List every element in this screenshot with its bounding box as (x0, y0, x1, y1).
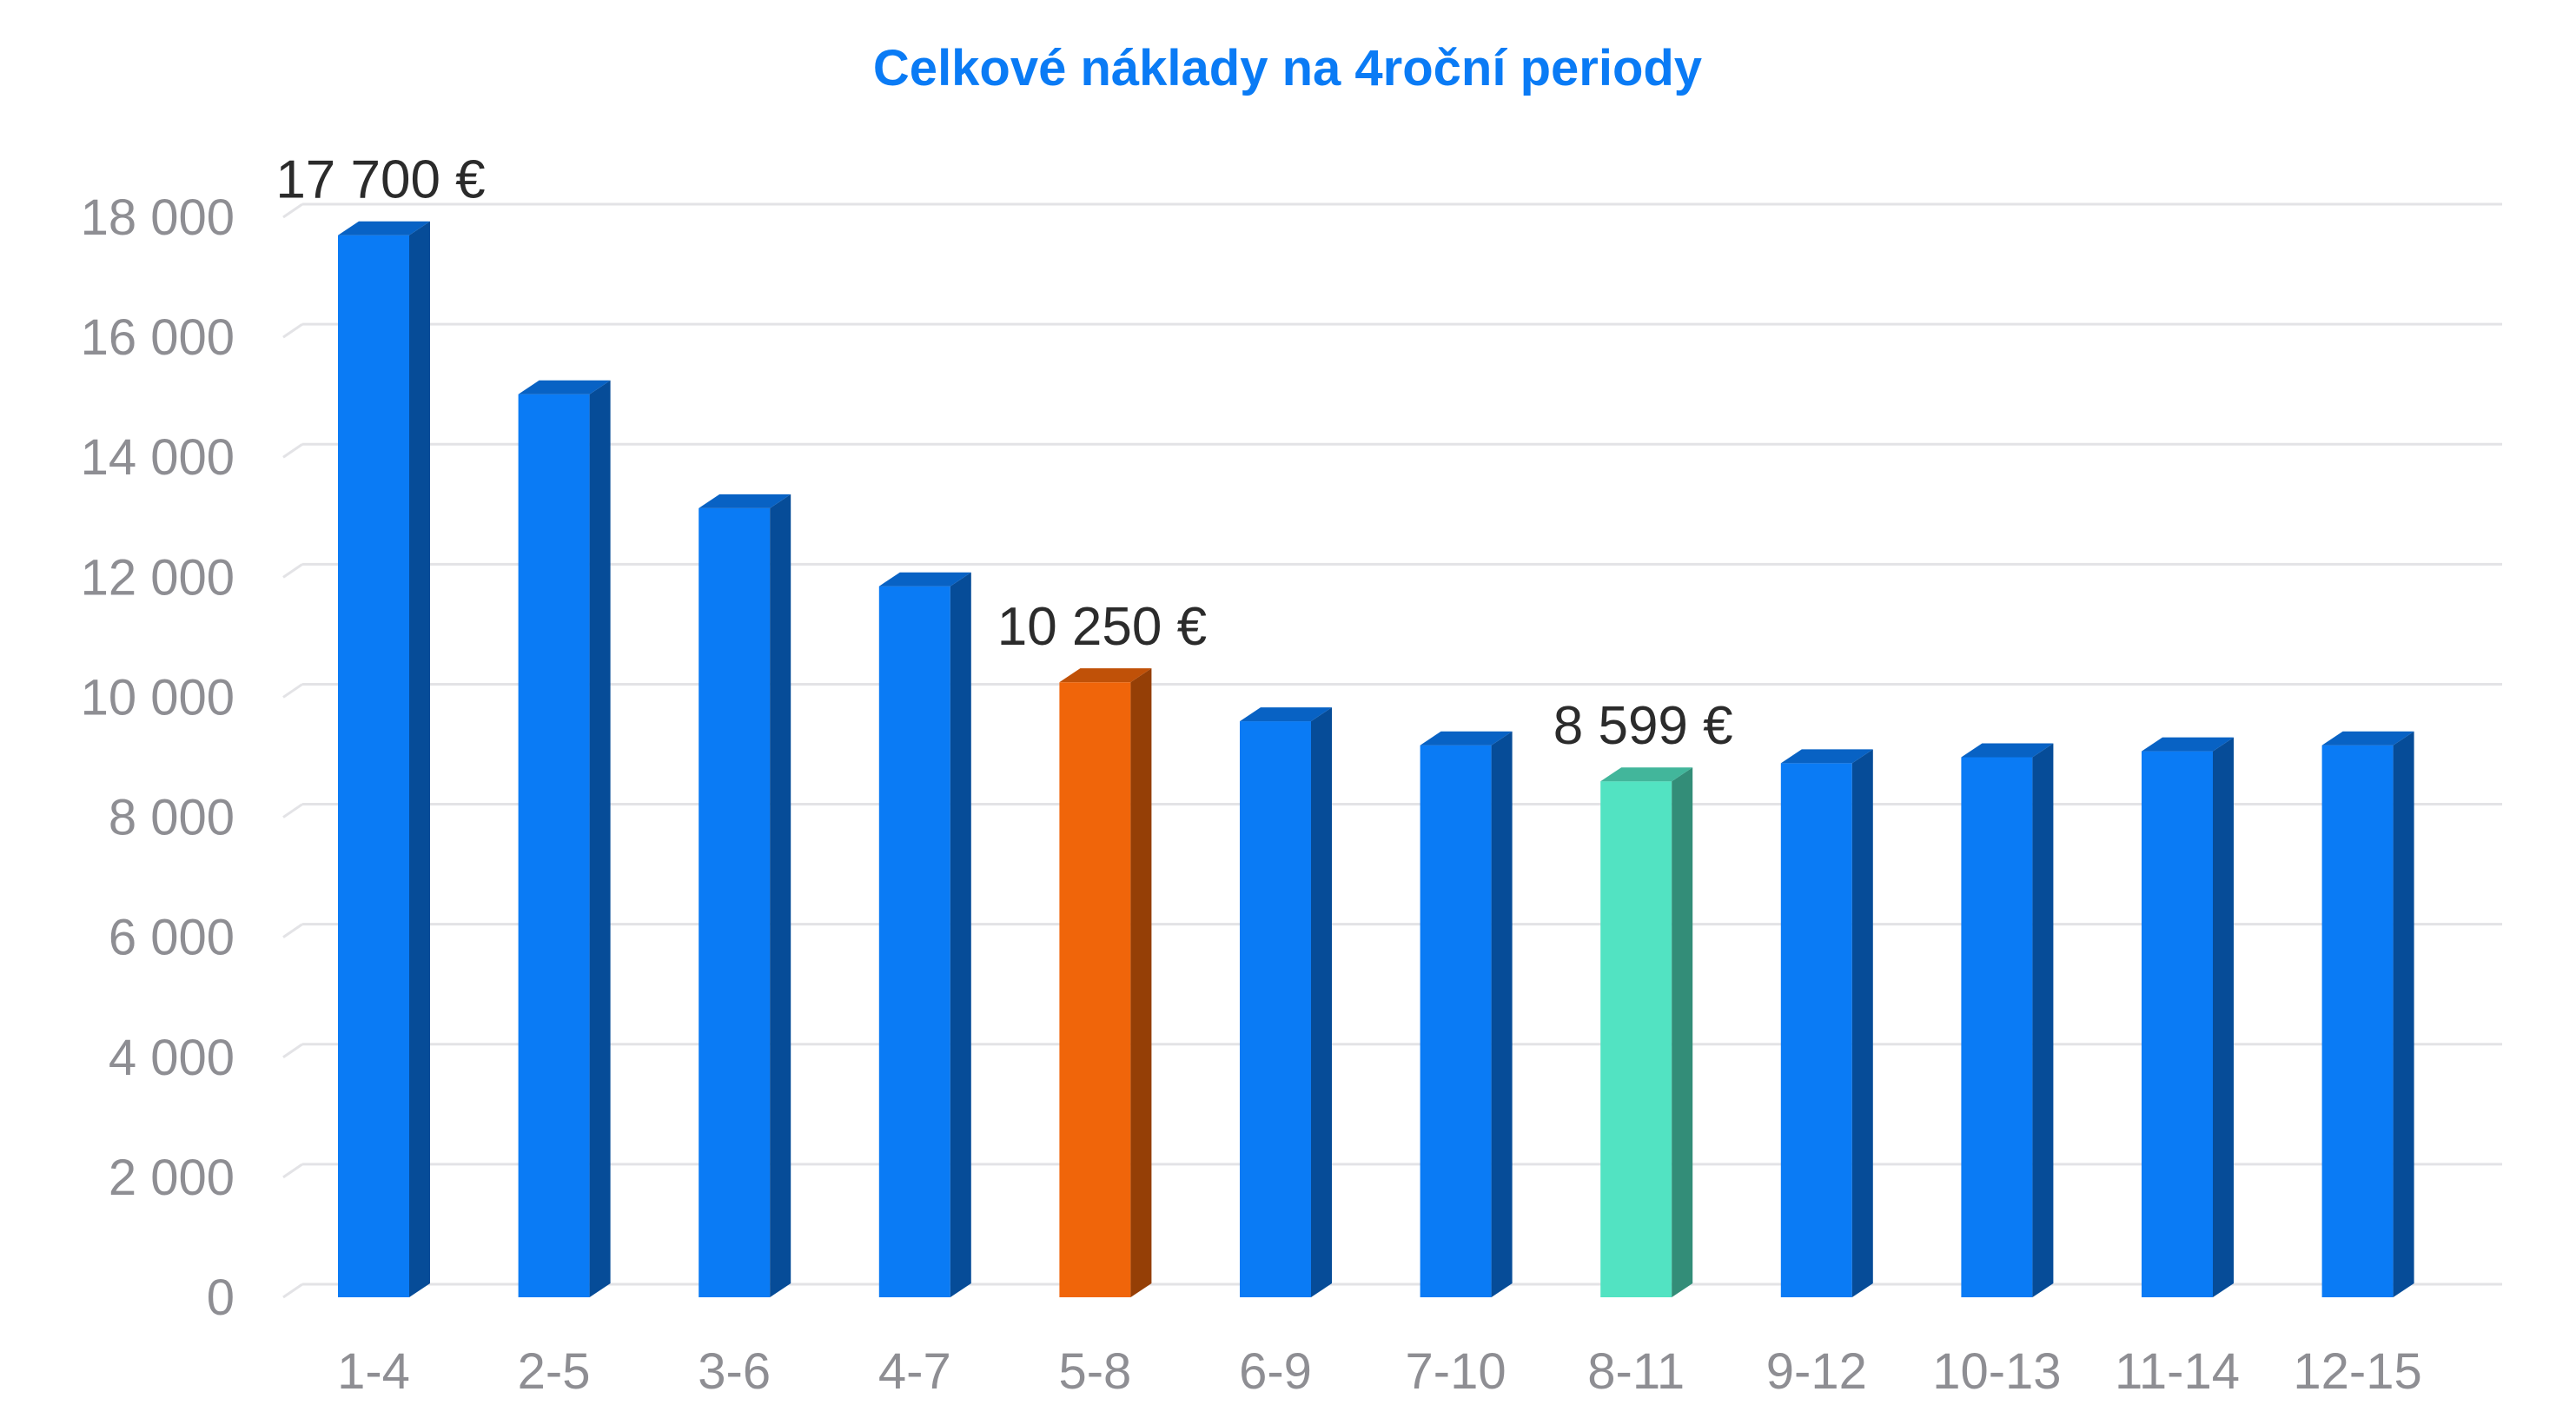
x-tick-label: 7-10 (1406, 1343, 1507, 1400)
y-tick-label: 6 000 (109, 910, 235, 966)
bar-2-5 (518, 380, 611, 1298)
bar-side (950, 572, 971, 1297)
bar-3-6 (699, 494, 791, 1297)
y-tick-label: 16 000 (81, 309, 235, 366)
bar-side (589, 380, 611, 1298)
x-tick-label: 3-6 (698, 1343, 771, 1400)
bar-1-4 (338, 221, 430, 1297)
data-label: 10 250 € (997, 597, 1207, 657)
bar-top (1240, 707, 1332, 722)
x-tick-label: 11-14 (2115, 1343, 2240, 1400)
bar-top (1600, 767, 1693, 782)
grid-line-diagonal (282, 1043, 303, 1059)
bar-side (2032, 743, 2054, 1297)
grid-line-diagonal (282, 803, 303, 819)
x-tick-label: 10-13 (1932, 1343, 2061, 1400)
x-tick-label: 6-9 (1239, 1343, 1312, 1400)
x-tick-label: 12-15 (2293, 1343, 2421, 1400)
bar-front (1780, 763, 1852, 1297)
bar-10-13 (1961, 743, 2054, 1297)
x-tick-label: 1-4 (337, 1343, 410, 1400)
bar-front (338, 235, 409, 1297)
grid-line-diagonal (282, 563, 303, 579)
bar-top (1420, 731, 1513, 746)
x-axis-ticks: 1-4 2-5 3-6 4-7 5-8 6-9 7-10 8-11 9-12 10-13 11-14… (337, 1343, 2422, 1400)
bar-side (770, 494, 791, 1297)
bar-front (878, 586, 950, 1297)
grid-lines (282, 202, 2502, 1299)
y-tick-label: 14 000 (81, 429, 235, 486)
grid-line-diagonal (282, 442, 303, 459)
bar-side (1130, 668, 1152, 1297)
bar-front (1600, 781, 1672, 1297)
y-tick-label: 2 000 (109, 1150, 235, 1206)
y-axis-ticks: 0 2 000 4 000 6 000 8 000 10 000 12 000 14 000 1… (81, 189, 235, 1326)
bar-front (2142, 751, 2213, 1297)
bar-side (2213, 737, 2234, 1297)
data-label: 17 700 € (275, 150, 485, 210)
y-tick-label: 0 (207, 1269, 235, 1326)
bar-side (1491, 731, 1513, 1297)
bar-front (1420, 745, 1492, 1297)
bar-5-8 (1059, 668, 1152, 1297)
grid-line-diagonal (282, 683, 303, 699)
bar-side (1672, 767, 1693, 1297)
bar-12-15 (2321, 731, 2414, 1297)
y-tick-label: 8 000 (109, 790, 235, 846)
chart-title: Celkové náklady na 4roční periody (873, 40, 1702, 96)
y-tick-label: 12 000 (81, 549, 235, 606)
bar-front (1059, 682, 1131, 1297)
y-tick-label: 4 000 (109, 1030, 235, 1086)
bar-top (2321, 731, 2414, 746)
x-tick-label: 9-12 (1766, 1343, 1867, 1400)
grid-line-diagonal (282, 1163, 303, 1179)
bar-9-12 (1780, 749, 1873, 1297)
bar-side (409, 221, 430, 1297)
bar-top (338, 221, 430, 235)
x-tick-label: 4-7 (878, 1343, 951, 1400)
grid-line-diagonal (282, 923, 303, 938)
bar-side (1311, 707, 1332, 1297)
bars (338, 221, 2414, 1298)
bar-front (2321, 745, 2394, 1297)
bar-7-10 (1420, 731, 1513, 1297)
bar-side (2393, 731, 2414, 1297)
bar-top (2142, 737, 2234, 752)
bar-front (1961, 757, 2033, 1297)
x-tick-label: 5-8 (1058, 1343, 1131, 1400)
data-label: 8 599 € (1553, 696, 1733, 756)
bar-top (878, 572, 971, 587)
data-labels: 17 700 € 10 250 € 8 599 € (275, 150, 1732, 756)
x-tick-label: 8-11 (1587, 1343, 1685, 1400)
y-tick-label: 18 000 (81, 189, 235, 246)
bar-top (1961, 743, 2054, 758)
x-tick-label: 2-5 (518, 1343, 591, 1400)
y-tick-label: 10 000 (81, 669, 235, 726)
bar-top (699, 494, 791, 508)
bar-side (1851, 749, 1873, 1297)
grid-line-diagonal (282, 202, 303, 219)
bar-6-9 (1240, 707, 1332, 1297)
bar-front (699, 507, 771, 1297)
bar-8-11 (1600, 767, 1693, 1297)
bar-front (1240, 721, 1311, 1297)
bar-top (518, 380, 611, 394)
bar-top (1059, 668, 1152, 683)
bar-top (1780, 749, 1873, 764)
grid-line-diagonal (282, 322, 303, 339)
grid-line-diagonal (282, 1282, 303, 1299)
bar-front (518, 394, 590, 1298)
bar-11-14 (2142, 737, 2234, 1297)
bar-4-7 (878, 572, 971, 1297)
